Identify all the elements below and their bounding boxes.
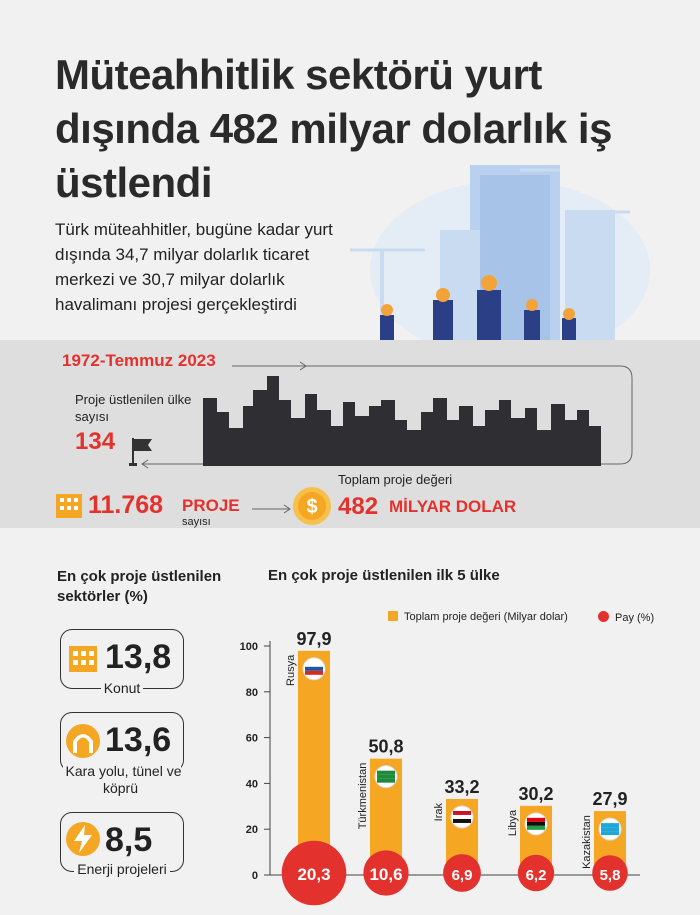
share-label: 5,8 bbox=[600, 867, 621, 884]
building-icon bbox=[69, 646, 97, 672]
bar-value-label: 50,8 bbox=[368, 737, 403, 757]
intro-text: Türk müteahhitler, bugüne kadar yurt dış… bbox=[55, 220, 333, 314]
share-label: 20,3 bbox=[297, 865, 330, 884]
sectors-title: En çok proje üstlenilen sektörler (%) bbox=[57, 568, 222, 605]
flow-lines bbox=[141, 361, 633, 514]
bar-value-label: 97,9 bbox=[296, 629, 331, 649]
project-count-value: 11.768 bbox=[88, 491, 164, 519]
bar-value-label: 27,9 bbox=[592, 789, 627, 809]
total-value-unit: MİLYAR DOLAR bbox=[389, 497, 517, 516]
y-tick-label: 80 bbox=[246, 687, 258, 699]
project-count-sub: sayısı bbox=[182, 516, 211, 528]
bar-value-label: 30,2 bbox=[518, 784, 553, 804]
tunnel-icon bbox=[66, 724, 100, 758]
project-count-word: PROJE bbox=[182, 496, 240, 515]
y-tick-label: 60 bbox=[246, 733, 258, 745]
dollar-coin-icon: $ bbox=[293, 487, 331, 525]
sector-value: 13,6 bbox=[105, 721, 172, 759]
sector-card: 13,6 Kara yolu, tünel ve köprü bbox=[60, 712, 184, 796]
total-value-label: Toplam proje değeri bbox=[338, 472, 453, 487]
skyline-illustration bbox=[203, 376, 601, 466]
y-tick-label: 100 bbox=[240, 641, 258, 653]
category-label: Libya bbox=[507, 809, 519, 836]
share-label: 6,9 bbox=[452, 867, 473, 884]
share-circle bbox=[443, 854, 481, 892]
sector-label: Konut bbox=[100, 680, 144, 696]
category-label: Irak bbox=[433, 802, 445, 821]
flag-stripe bbox=[377, 774, 395, 779]
bar bbox=[298, 650, 330, 875]
flag-stripe bbox=[601, 831, 619, 836]
share-label: 10,6 bbox=[369, 865, 402, 884]
y-tick-label: 20 bbox=[246, 824, 258, 836]
legend-value: Toplam proje değeri (Milyar dolar) bbox=[388, 611, 568, 623]
flag-stripe bbox=[453, 818, 471, 823]
share-circle bbox=[281, 840, 347, 906]
flag-stripe bbox=[527, 825, 545, 830]
flag-stripe bbox=[601, 823, 619, 828]
flag-stripe bbox=[453, 814, 471, 819]
chart-title: En çok proje üstlenilen ilk 5 ülke bbox=[268, 567, 500, 584]
flag-icon bbox=[129, 438, 152, 466]
flag-stripe bbox=[527, 821, 545, 826]
flag-stripe bbox=[377, 770, 395, 775]
total-value-number: 482 bbox=[338, 493, 379, 520]
category-label: Kazakistan bbox=[581, 815, 593, 869]
y-tick-label: 40 bbox=[246, 778, 258, 790]
legend-share: Pay (%) bbox=[598, 611, 654, 624]
flag-stripe bbox=[527, 817, 545, 822]
legend-label: Pay (%) bbox=[615, 612, 655, 624]
share-label: 6,2 bbox=[526, 867, 547, 884]
svg-text:$: $ bbox=[306, 496, 317, 518]
share-circle bbox=[363, 850, 409, 896]
flag-stripe bbox=[377, 778, 395, 783]
flag-stripe bbox=[305, 670, 323, 675]
flag-stripe bbox=[305, 662, 323, 667]
flag-stripe bbox=[453, 810, 471, 815]
page-title: Müteahhitlik sektörü yurt dışında 482 mi… bbox=[55, 51, 612, 206]
sector-card: 13,8 Konut bbox=[60, 629, 184, 696]
lightning-icon bbox=[66, 822, 100, 856]
period-label: 1972-Temmuz 2023 bbox=[62, 351, 216, 370]
legend-swatch bbox=[388, 611, 398, 621]
sector-label: Enerji projeleri bbox=[74, 861, 170, 877]
country-count-label: Proje üstlenilen ülke sayısı bbox=[75, 392, 192, 424]
share-circle bbox=[517, 854, 555, 892]
category-label: Rusya bbox=[285, 654, 297, 686]
legend-label: Toplam proje değeri (Milyar dolar) bbox=[404, 611, 568, 623]
y-tick-label: 0 bbox=[252, 870, 258, 882]
sector-card: 8,5 Enerji projeleri bbox=[60, 812, 184, 877]
bar-value-label: 33,2 bbox=[444, 777, 479, 797]
sector-value: 8,5 bbox=[105, 821, 153, 859]
country-count-value: 134 bbox=[75, 428, 116, 455]
share-circle bbox=[592, 855, 628, 891]
category-label: Türkmenistan bbox=[357, 763, 369, 830]
flag-stripe bbox=[305, 666, 323, 671]
legend-swatch bbox=[598, 611, 609, 622]
building-icon bbox=[56, 494, 82, 518]
sector-value: 13,8 bbox=[105, 638, 172, 676]
flag-stripe bbox=[601, 827, 619, 832]
